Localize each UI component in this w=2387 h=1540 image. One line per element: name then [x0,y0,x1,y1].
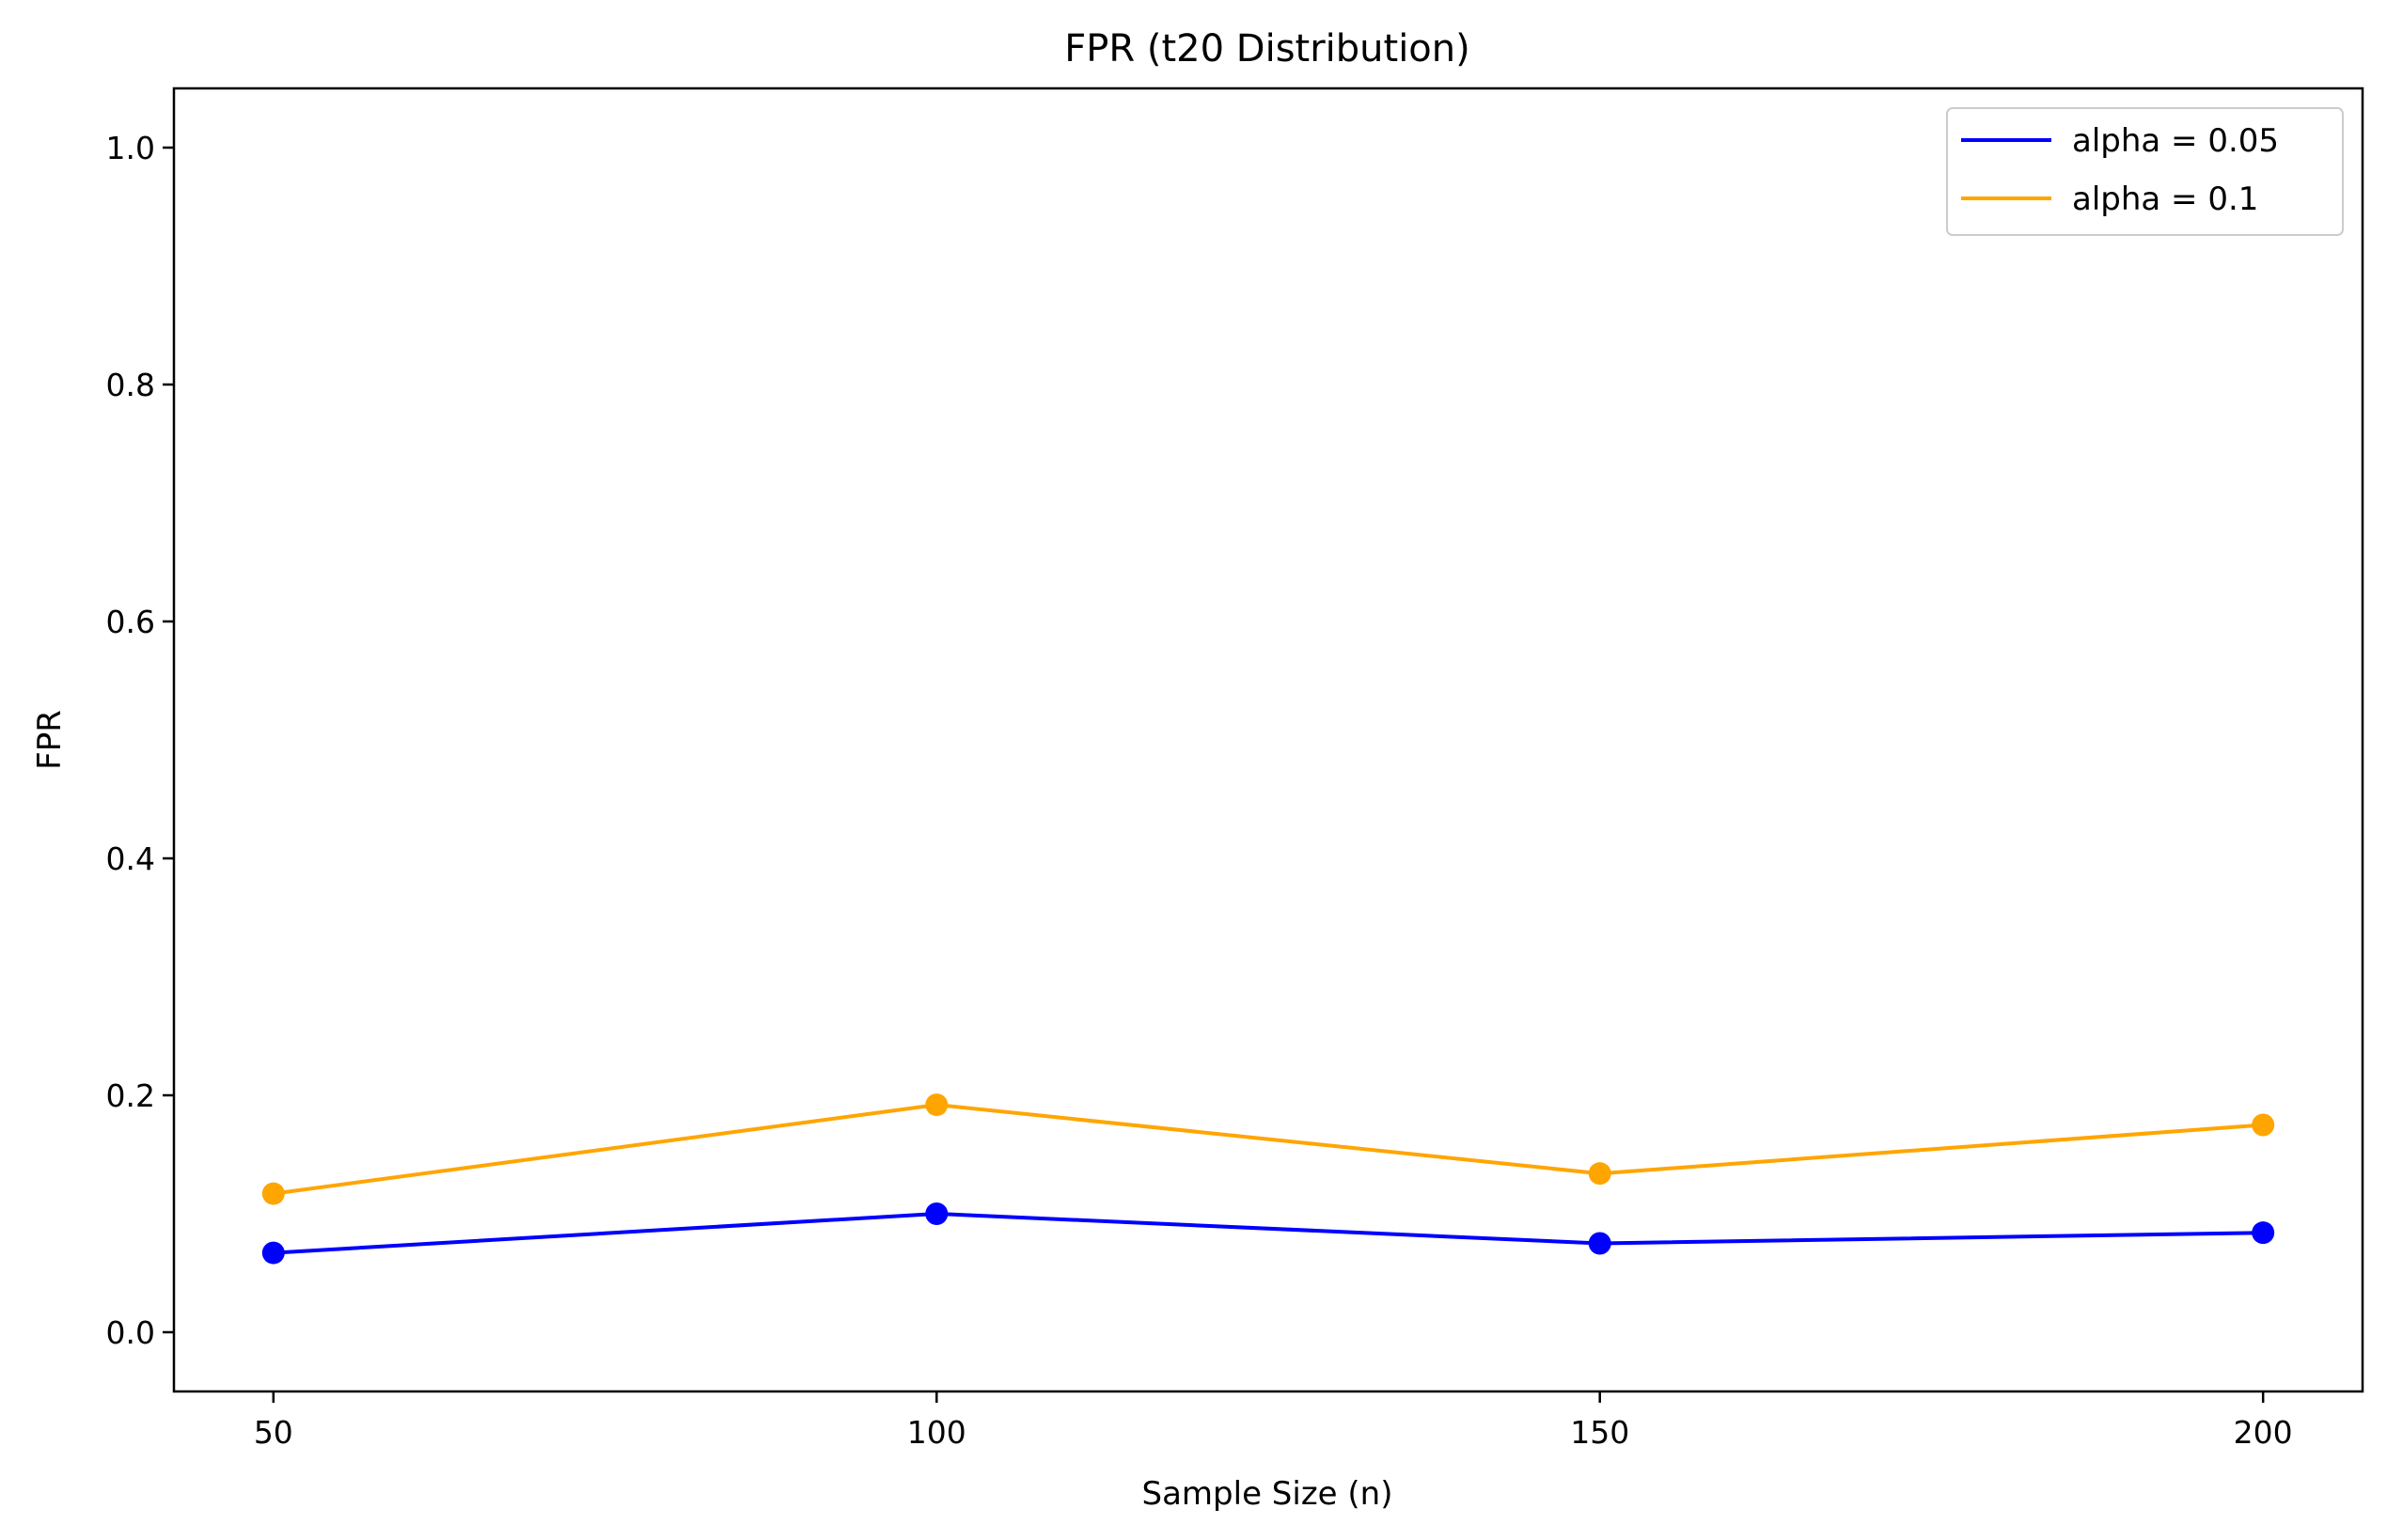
legend-label-alpha-01: alpha = 0.1 [2072,181,2258,218]
data-point-series-0 [261,1241,285,1265]
data-point-series-1 [2252,1113,2275,1137]
data-point-series-1 [1588,1162,1611,1186]
plot-area [261,1093,2275,1265]
data-point-series-0 [2252,1221,2275,1245]
y-tick-label: 0.2 [106,1077,155,1114]
data-point-series-0 [925,1202,949,1225]
x-tick-label: 50 [254,1414,293,1451]
y-tick-label: 0.8 [106,367,155,403]
y-tick-label: 1.0 [106,130,155,166]
x-tick-label: 100 [907,1414,966,1451]
series-line-0 [273,1212,2264,1255]
data-point-series-1 [261,1182,285,1205]
y-tick-label: 0.0 [106,1314,155,1351]
x-tick-label: 150 [1570,1414,1629,1451]
y-axis-label: FPR [31,710,69,770]
y-axis: 0.0 0.2 0.4 0.6 0.8 1.0 [106,130,174,1351]
legend: alpha = 0.05 alpha = 0.1 [1946,107,2344,236]
plot-frame [172,86,2364,1393]
y-tick-label: 0.6 [106,604,155,640]
data-point-series-1 [925,1093,949,1117]
series-line-1 [273,1103,2264,1196]
chart-title: FPR (t20 Distribution) [1064,27,1470,71]
y-tick-label: 0.4 [106,841,155,877]
x-axis-label: Sample Size (n) [1142,1475,1393,1513]
data-point-series-0 [1588,1232,1611,1255]
x-tick-label: 200 [2234,1414,2293,1451]
x-axis: 50 100 150 200 [254,1391,2293,1451]
legend-label-alpha-005: alpha = 0.05 [2072,122,2279,160]
